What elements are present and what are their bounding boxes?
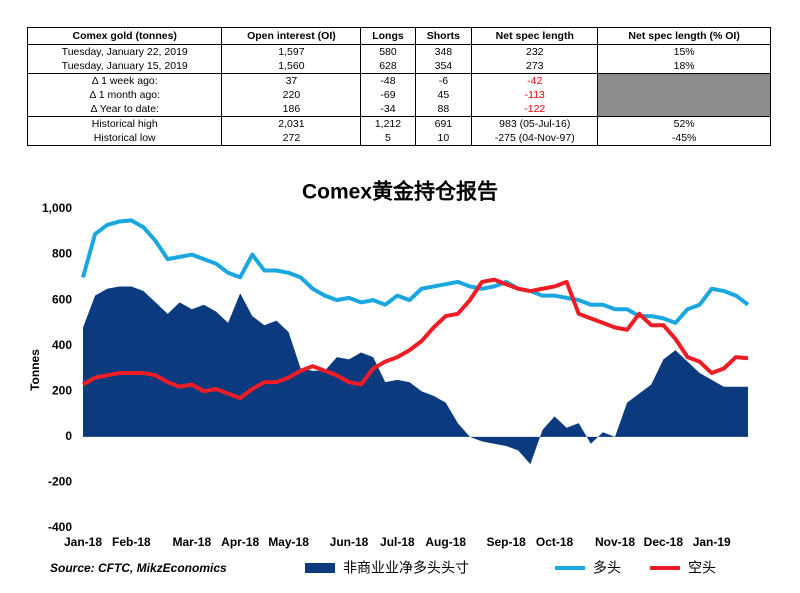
table-cell: 15%: [597, 44, 771, 59]
positions-table: Comex gold (tonnes) Open interest (OI) Lon…: [26, 27, 771, 146]
header-row: Comex gold (tonnes) Open interest (OI) Lon…: [26, 27, 771, 45]
x-tick-label: Dec-18: [644, 535, 684, 549]
x-tick-label: Jan-18: [64, 535, 102, 549]
header-cell: Shorts: [414, 27, 473, 45]
table-cell: Historical low: [26, 131, 223, 146]
table-cell: -122: [471, 102, 599, 117]
area: [83, 286, 748, 465]
x-tick-label: Nov-18: [595, 535, 635, 549]
y-tick-label: 800: [52, 247, 72, 261]
table-cell: -48: [360, 73, 416, 88]
table-cell: -69: [360, 88, 416, 102]
table-cell: Tuesday, January 15, 2019: [26, 59, 223, 74]
legend-swatch: [305, 563, 335, 573]
x-tick-label: Feb-18: [112, 535, 151, 549]
y-tick-label: 1,000: [42, 201, 72, 215]
table-cell: -45%: [597, 131, 771, 146]
table-cell: 628: [360, 59, 416, 74]
table-row: Historical low 272 5 10 -275 (04-Nov-97) -45%: [26, 131, 771, 146]
x-tick-label: Apr-18: [221, 535, 259, 549]
y-tick-label: 400: [52, 338, 72, 352]
table-row: Tuesday, January 15, 2019 1,560 628 354 273 1…: [26, 59, 771, 74]
table-cell: 5: [360, 131, 416, 146]
x-tick-label: Jun-18: [330, 535, 369, 549]
table-row: Δ Year to date: 186 -34 88 -122: [26, 102, 771, 117]
header-cell: Net spec length (% OI): [597, 27, 771, 45]
x-tick-label: Mar-18: [172, 535, 211, 549]
row-group: Tuesday, January 22, 2019 1,597 580 348 232 1…: [26, 44, 771, 74]
y-tick-label: 0: [65, 429, 72, 443]
table-cell: Δ Year to date:: [26, 102, 223, 117]
y-tick-label: -400: [48, 520, 72, 534]
table-cell: -34: [360, 102, 416, 117]
table-row: Tuesday, January 22, 2019 1,597 580 348 232 1…: [26, 44, 771, 59]
table-cell: 580: [360, 44, 416, 59]
x-tick-label: Jan-19: [693, 535, 731, 549]
table-row: Δ 1 month ago: 220 -69 45 -113: [26, 88, 771, 102]
table-cell: 220: [221, 88, 362, 102]
table-cell: 2,031: [221, 116, 362, 131]
table-row: Historical high 2,031 1,212 691 983 (05-Jul-…: [26, 116, 771, 131]
chart-title: Comex黄金持仓报告: [302, 180, 498, 204]
y-axis-label: Tonnes: [28, 349, 42, 391]
table-row: Δ 1 week ago: 37 -48 -6 -42: [26, 73, 771, 117]
row-group: Historical high 2,031 1,212 691 983 (05-Jul-…: [26, 116, 771, 146]
table-cell: -42: [471, 73, 599, 88]
table-cell: 18%: [597, 59, 771, 74]
table-cell: 186: [221, 102, 362, 117]
table-cell: 1,560: [221, 59, 362, 74]
table-cell: Tuesday, January 22, 2019: [26, 44, 223, 59]
table-cell: Δ 1 week ago:: [26, 73, 223, 88]
table-cell: 52%: [597, 116, 771, 131]
table-cell: 232: [471, 44, 599, 59]
table-cell: 348: [414, 44, 473, 59]
table-cell: Historical high: [26, 116, 223, 131]
header-cell: Net spec length: [471, 27, 599, 45]
legend-label: 空头: [688, 560, 716, 576]
table-cell: Δ 1 month ago:: [26, 88, 223, 102]
y-tick-label: -200: [48, 475, 72, 489]
table-cell: 983 (05-Jul-16): [471, 116, 599, 131]
blank-cell: [597, 73, 771, 117]
x-tick-label: Jul-18: [380, 535, 415, 549]
y-tick-label: 600: [52, 292, 72, 306]
table-cell: 273: [471, 59, 599, 74]
header-cell: Comex gold (tonnes): [26, 27, 223, 45]
row-group: Δ 1 week ago: 37 -48 -6 -42 Δ 1 month ago: 220…: [26, 73, 771, 117]
legend-label: 多头: [593, 560, 621, 576]
legend-label: 非商业业净多头头寸: [343, 560, 469, 576]
x-tick-label: Oct-18: [536, 535, 574, 549]
x-tick-label: Sep-18: [487, 535, 527, 549]
table-cell: 691: [414, 116, 473, 131]
line: [82, 277, 749, 401]
header-cell: Longs: [360, 27, 416, 45]
y-tick-label: 200: [52, 383, 72, 397]
table-cell: 1,212: [360, 116, 416, 131]
table-cell: -113: [471, 88, 599, 102]
x-tick-label: May-18: [268, 535, 309, 549]
x-tick-label: Aug-18: [425, 535, 466, 549]
table-cell: -275 (04-Nov-97): [471, 131, 599, 146]
source: Source: CFTC, MikzEconomics: [50, 561, 227, 575]
table-cell: 272: [221, 131, 362, 146]
